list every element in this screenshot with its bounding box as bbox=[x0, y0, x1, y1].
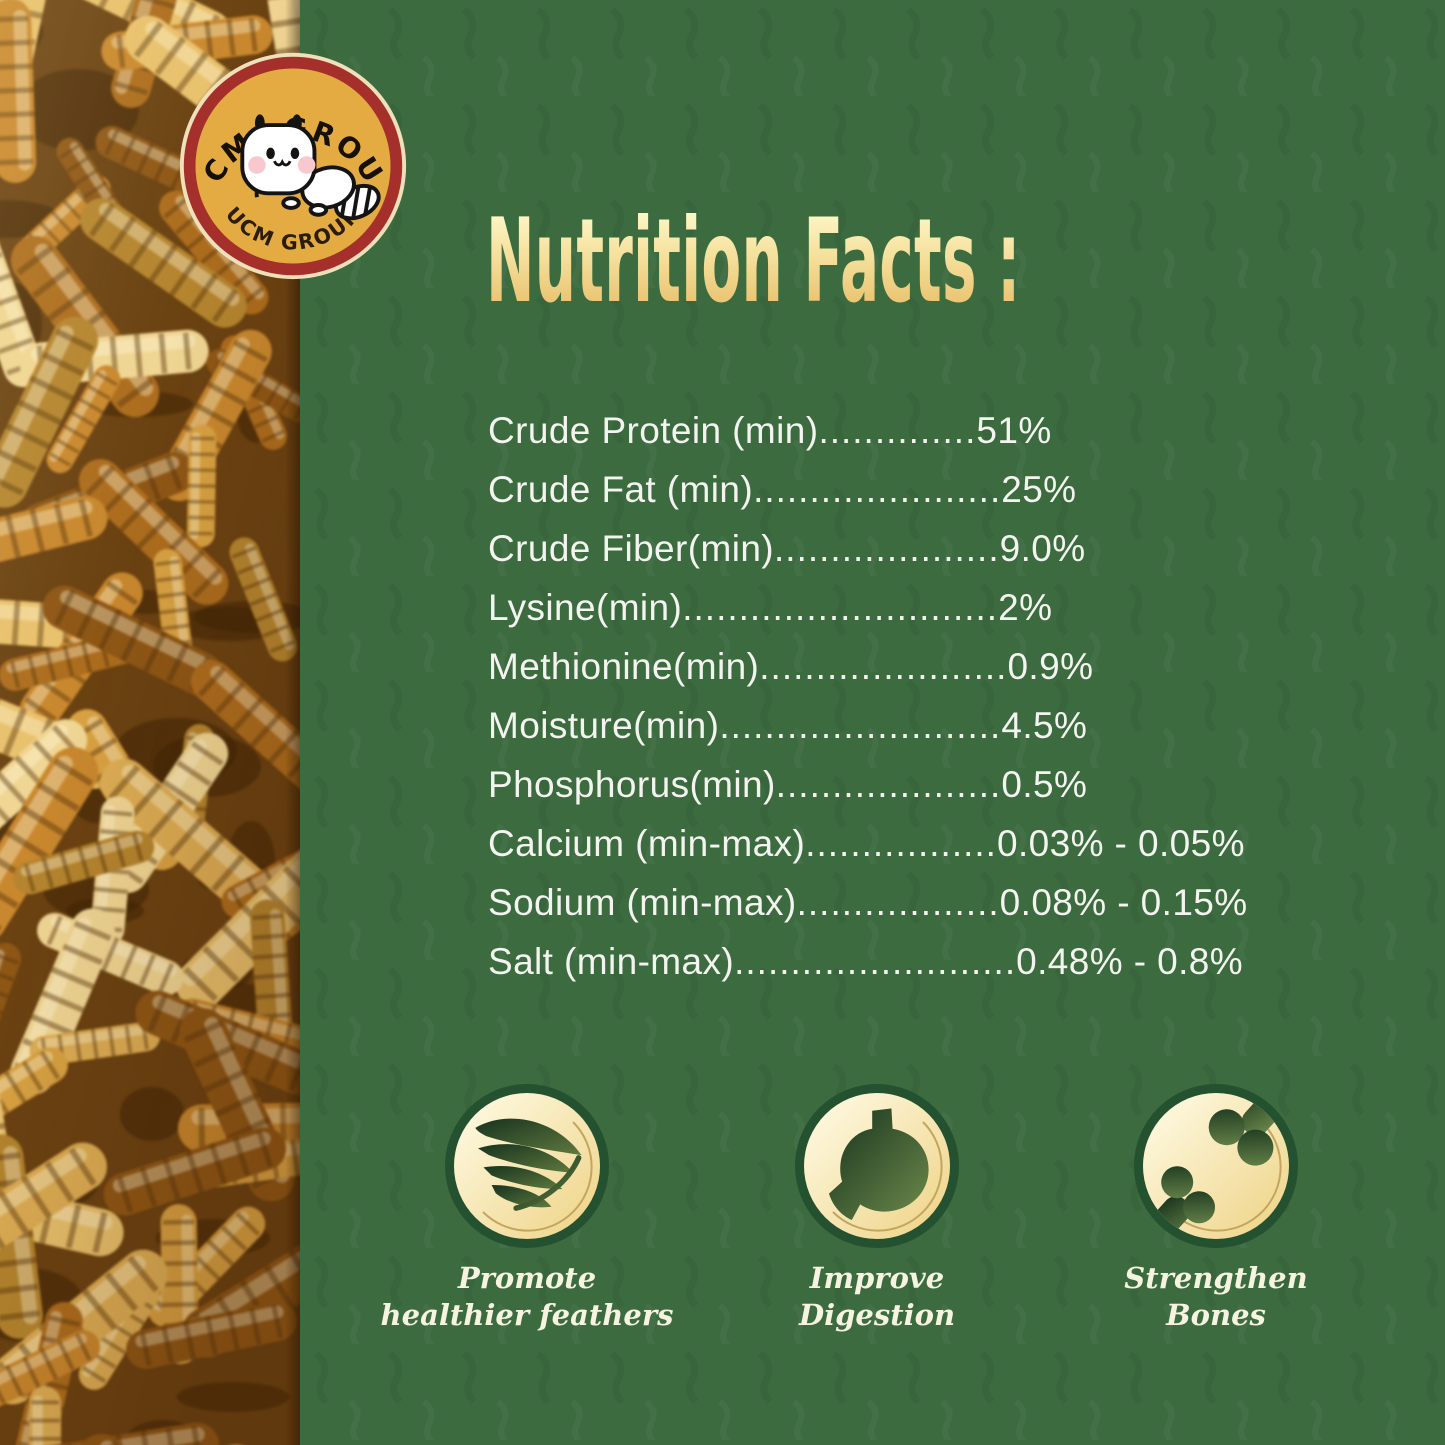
ucm-group-logo-badge: UCM GROUP UCM GROUP bbox=[163, 23, 407, 280]
nutrition-row: Crude Fiber(min)....................9.0% bbox=[488, 519, 1248, 578]
nutrition-row: Crude Protein (min)..............51% bbox=[488, 401, 1248, 460]
nutrition-row: Crude Fat (min)......................25% bbox=[488, 460, 1248, 519]
benefit-bones: Strengthen Bones bbox=[1041, 1084, 1391, 1334]
mealworms-illustration bbox=[0, 0, 300, 1445]
nutrition-row: Lysine(min)............................2… bbox=[488, 578, 1248, 637]
nutrient-value: 0.48% - 0.8% bbox=[1016, 941, 1244, 982]
feather-wing-icon bbox=[445, 1084, 609, 1248]
caterpillar-mascot-icon bbox=[240, 114, 381, 221]
nutrition-row: Calcium (min-max).................0.03% … bbox=[488, 814, 1248, 873]
nutrition-row: Methionine(min)......................0.9… bbox=[488, 637, 1248, 696]
nutrient-label: Crude Fat (min) bbox=[488, 469, 754, 510]
nutrient-value: 0.03% - 0.05% bbox=[996, 823, 1245, 864]
bone-joint-icon bbox=[1134, 1084, 1298, 1248]
benefit-caption-line1: Improve bbox=[809, 1261, 945, 1295]
nutrient-label: Crude Protein (min) bbox=[488, 410, 819, 451]
nutrition-row: Salt (min-max).........................0… bbox=[488, 932, 1248, 991]
dot-leader: ......................... bbox=[734, 941, 1017, 982]
nutrient-label: Methionine(min) bbox=[488, 646, 760, 687]
nutrient-label: Calcium (min-max) bbox=[488, 823, 806, 864]
benefit-caption-line2: healthier feathers bbox=[380, 1298, 674, 1332]
benefit-caption: Promote healthier feathers bbox=[352, 1260, 702, 1334]
nutrition-row: Phosphorus(min)....................0.5% bbox=[488, 755, 1248, 814]
dot-leader: .................... bbox=[775, 764, 1002, 805]
stomach-icon bbox=[795, 1084, 959, 1248]
benefit-caption-line2: Digestion bbox=[798, 1298, 956, 1332]
nutrition-row: Sodium (min-max)..................0.08% … bbox=[488, 873, 1248, 932]
nutrient-label: Moisture(min) bbox=[488, 705, 720, 746]
page-title: Nutrition Facts : bbox=[486, 194, 1021, 329]
benefit-caption: Improve Digestion bbox=[702, 1260, 1052, 1334]
nutrient-label: Phosphorus(min) bbox=[488, 764, 776, 805]
nutrient-label: Sodium (min-max) bbox=[488, 882, 797, 923]
nutrient-label: Lysine(min) bbox=[488, 587, 683, 628]
nutrition-row: Moisture(min).........................4.… bbox=[488, 696, 1248, 755]
benefit-caption-line2: Bones bbox=[1166, 1298, 1266, 1332]
dot-leader: ............................ bbox=[682, 587, 999, 628]
dot-leader: ...................... bbox=[753, 469, 1002, 510]
nutrient-label: Crude Fiber(min) bbox=[488, 528, 775, 569]
nutrient-value: 0.9% bbox=[1007, 646, 1094, 687]
dot-leader: ...................... bbox=[759, 646, 1008, 687]
dot-leader: .................... bbox=[774, 528, 1000, 569]
nutrient-value: 4.5% bbox=[1001, 705, 1088, 746]
nutrient-value: 9.0% bbox=[999, 528, 1086, 569]
dot-leader: ......................... bbox=[719, 705, 1002, 746]
benefit-feathers: Promote healthier feathers bbox=[352, 1084, 702, 1334]
nutrient-label: Salt (min-max) bbox=[488, 941, 735, 982]
nutrient-value: 2% bbox=[998, 587, 1053, 628]
benefit-caption-line1: Promote bbox=[457, 1261, 597, 1295]
dot-leader: .................. bbox=[796, 882, 1000, 923]
ucm-group-logo: UCM GROUP UCM GROUP bbox=[163, 23, 410, 283]
dot-leader: ................. bbox=[805, 823, 997, 864]
nutrient-value: 0.5% bbox=[1001, 764, 1088, 805]
nutrition-facts-list: Crude Protein (min)..............51% Cru… bbox=[488, 401, 1248, 991]
benefit-caption: Strengthen Bones bbox=[1041, 1260, 1391, 1334]
benefit-caption-line1: Strengthen bbox=[1124, 1261, 1308, 1295]
nutrient-value: 25% bbox=[1001, 469, 1077, 510]
benefit-digestion: Improve Digestion bbox=[702, 1084, 1052, 1334]
nutrient-value: 0.08% - 0.15% bbox=[999, 882, 1248, 923]
nutrient-value: 51% bbox=[976, 410, 1052, 451]
dot-leader: .............. bbox=[818, 410, 977, 451]
